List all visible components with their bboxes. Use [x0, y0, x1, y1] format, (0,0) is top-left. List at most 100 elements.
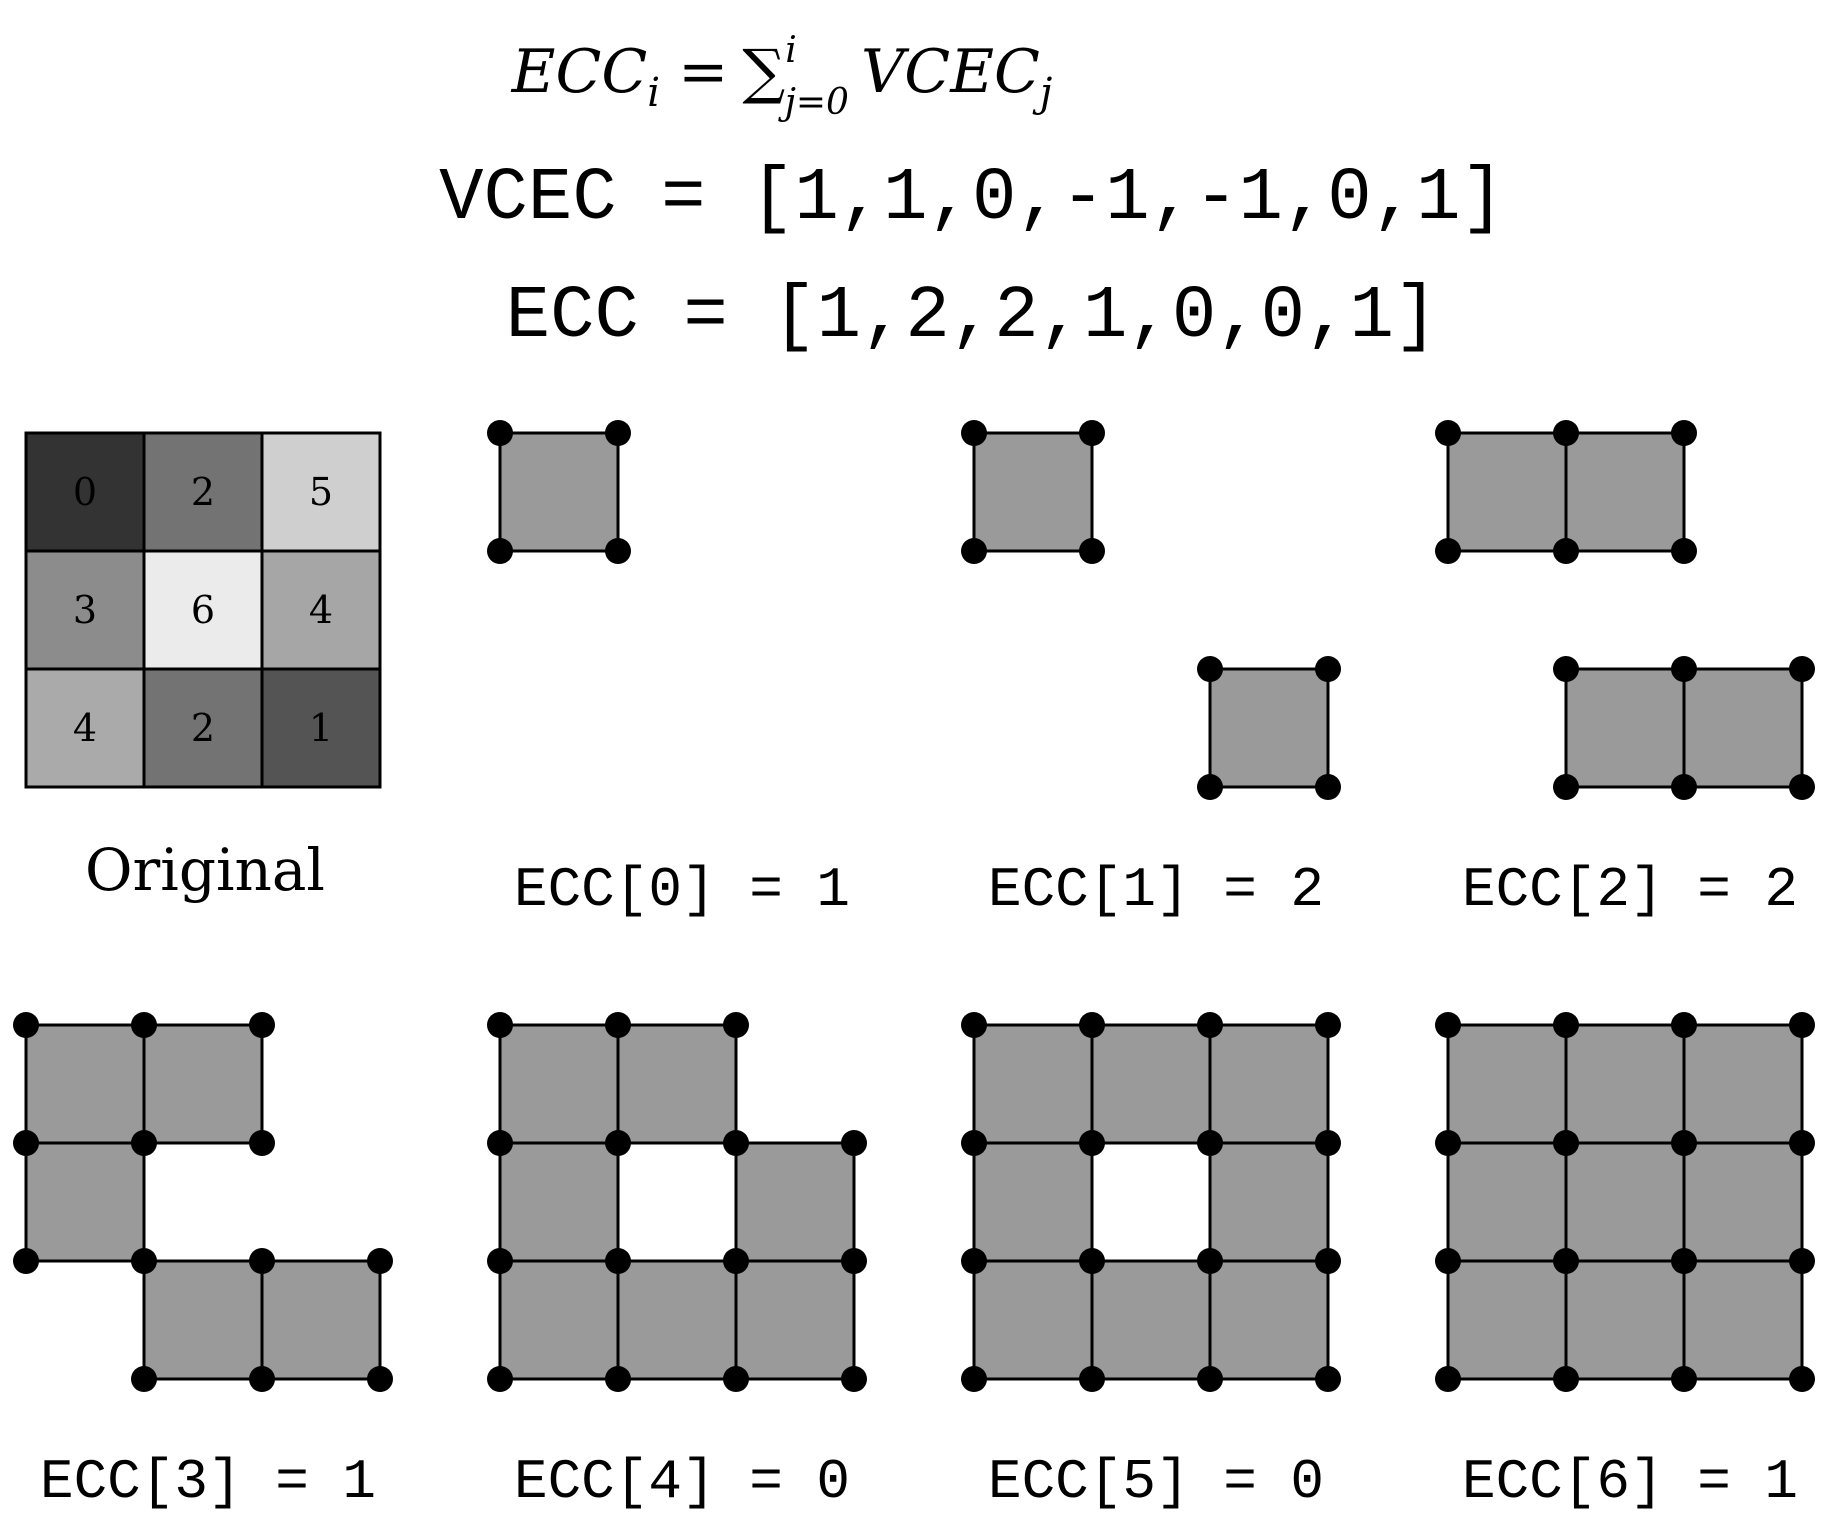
vertex-dot	[961, 1366, 987, 1392]
vertex-dot	[1435, 1366, 1461, 1392]
vertex-dot	[1671, 1366, 1697, 1392]
vertex-dot	[961, 420, 987, 446]
filled-cell	[498, 1141, 620, 1263]
vertex-dot	[487, 538, 513, 564]
vertex-dot	[605, 420, 631, 446]
original-cell-value: 1	[309, 706, 333, 750]
ecc-panel: ECC[2] = 2	[1435, 420, 1815, 922]
filled-cell	[1564, 431, 1686, 553]
filled-cell	[734, 1141, 856, 1263]
vertex-dot	[723, 1012, 749, 1038]
original-cell	[260, 549, 382, 671]
filled-cell	[1446, 1023, 1568, 1145]
vertex-dot	[487, 1012, 513, 1038]
vertex-dot	[961, 1012, 987, 1038]
vertex-dot	[961, 1130, 987, 1156]
vertex-dot	[1789, 1248, 1815, 1274]
filled-cell	[1090, 1259, 1212, 1381]
vertex-dot	[367, 1366, 393, 1392]
vertex-dot	[1553, 420, 1579, 446]
vertex-dot	[1079, 538, 1105, 564]
ecc-panel: ECC[3] = 1	[13, 1012, 393, 1514]
original-cell	[24, 431, 146, 553]
vertex-dot	[13, 1130, 39, 1156]
filled-cell	[1682, 1023, 1804, 1145]
vertex-dot	[249, 1366, 275, 1392]
original-cell	[24, 667, 146, 789]
vertex-dot	[605, 1130, 631, 1156]
filled-cell	[24, 1023, 146, 1145]
vertex-dot	[1315, 1248, 1341, 1274]
filled-cell	[1446, 1259, 1568, 1381]
original-cell-value: 3	[73, 588, 97, 632]
original-cell-value: 0	[73, 470, 97, 514]
vertex-dot	[605, 1248, 631, 1274]
filled-cell	[1446, 431, 1568, 553]
vertex-dot	[605, 1012, 631, 1038]
filled-cell	[1208, 1141, 1330, 1263]
filled-cell	[1682, 1141, 1804, 1263]
original-cell	[142, 431, 264, 553]
vertex-dot	[1435, 1248, 1461, 1274]
vertex-dot	[13, 1248, 39, 1274]
vertex-dot	[1671, 1012, 1697, 1038]
filled-cell	[1564, 1141, 1686, 1263]
vertex-dot	[1435, 1130, 1461, 1156]
vertex-dot	[1789, 1366, 1815, 1392]
vertex-dot	[605, 538, 631, 564]
ecc-panel: ECC[6] = 1	[1435, 1012, 1815, 1514]
vertex-dot	[1197, 1366, 1223, 1392]
ecc-panel-label: ECC[6] = 1	[1462, 1450, 1798, 1514]
vertex-dot	[1315, 1366, 1341, 1392]
vertex-dot	[1553, 1248, 1579, 1274]
vertex-dot	[1197, 774, 1223, 800]
ecc-panel-label: ECC[5] = 0	[988, 1450, 1324, 1514]
filled-cell	[260, 1259, 382, 1381]
filled-cell	[972, 1259, 1094, 1381]
vertex-dot	[723, 1130, 749, 1156]
ecc-line: ECC = [1,2,2,1,0,0,1]	[506, 275, 1439, 359]
vertex-dot	[1671, 1248, 1697, 1274]
original-cell	[142, 667, 264, 789]
filled-cell	[1208, 1259, 1330, 1381]
vertex-dot	[1197, 1248, 1223, 1274]
vertex-dot	[249, 1130, 275, 1156]
original-label: Original	[85, 836, 325, 904]
vertex-dot	[841, 1248, 867, 1274]
original-cell-value: 6	[191, 588, 215, 632]
ecc-panel-label: ECC[0] = 1	[514, 858, 850, 922]
ecc-panel: ECC[1] = 2	[961, 420, 1341, 922]
vertex-dot	[1671, 538, 1697, 564]
ecc-formula: ECCi = ∑i j=0 VCECj	[511, 30, 1053, 123]
filled-cell	[498, 1259, 620, 1381]
vertex-dot	[1079, 1130, 1105, 1156]
vertex-dot	[487, 420, 513, 446]
vertex-dot	[131, 1130, 157, 1156]
original-cell	[260, 667, 382, 789]
vertex-dot	[1789, 656, 1815, 682]
vertex-dot	[487, 1248, 513, 1274]
filled-cell	[972, 1141, 1094, 1263]
ecc-panel-label: ECC[4] = 0	[514, 1450, 850, 1514]
filled-cell	[1090, 1023, 1212, 1145]
vertex-dot	[1197, 1012, 1223, 1038]
vertex-dot	[249, 1248, 275, 1274]
vertex-dot	[1671, 774, 1697, 800]
vertex-dot	[1079, 420, 1105, 446]
vertex-dot	[1789, 774, 1815, 800]
original-cell-value: 5	[309, 470, 333, 514]
ecc-panel: ECC[5] = 0	[961, 1012, 1341, 1514]
ecc-panels: ECC[0] = 1 ECC[1] = 2 ECC[2] = 2 ECC[3] = 1…	[13, 420, 1815, 1514]
vertex-dot	[961, 538, 987, 564]
vertex-dot	[1553, 538, 1579, 564]
filled-cell	[498, 1023, 620, 1145]
original-grid: 0 2 5 3 6 4 4 2 1	[24, 431, 382, 789]
vertex-dot	[13, 1012, 39, 1038]
vertex-dot	[1315, 774, 1341, 800]
filled-cell	[1208, 1023, 1330, 1145]
vertex-dot	[605, 1366, 631, 1392]
vertex-dot	[961, 1248, 987, 1274]
filled-cell	[1682, 1259, 1804, 1381]
original-cell-value: 2	[191, 706, 215, 750]
